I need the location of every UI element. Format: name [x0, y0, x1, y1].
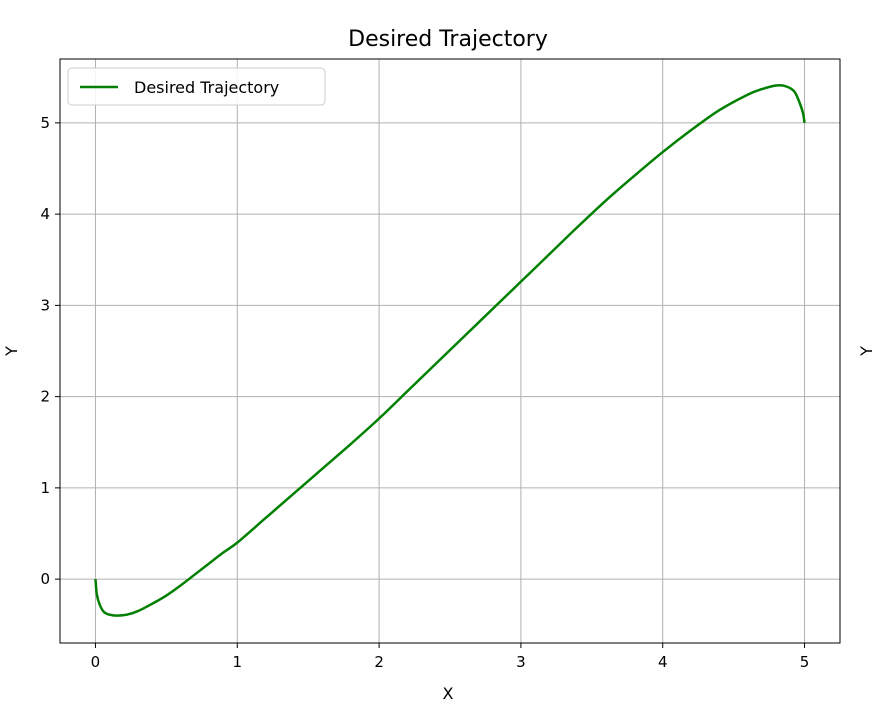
y-tick-label: 0 — [40, 570, 50, 588]
x-tick-label: 4 — [658, 653, 668, 671]
x-tick-label: 1 — [232, 653, 242, 671]
x-tick-label: 0 — [91, 653, 101, 671]
y-tick-label: 3 — [40, 296, 50, 314]
legend-label: Desired Trajectory — [134, 78, 279, 97]
x-axis-label: X — [443, 684, 454, 703]
y-axis-label-right: Y — [857, 346, 873, 357]
y-axis-label: Y — [2, 346, 21, 357]
plot-area-frame — [59, 58, 841, 644]
plot-series — [94, 84, 806, 617]
y-tick-label: 5 — [40, 114, 50, 132]
x-tick-label: 2 — [374, 653, 384, 671]
y-tick-label: 1 — [40, 479, 50, 497]
series-line-desired-trajectory — [94, 84, 806, 617]
x-tick-label: 3 — [516, 653, 526, 671]
y-tick-label: 4 — [40, 205, 50, 223]
chart-title: Desired Trajectory — [348, 27, 548, 52]
axis-ticks: 0 1 2 3 4 5 0 1 2 3 4 5 — [40, 114, 809, 671]
legend: Desired Trajectory — [67, 67, 326, 106]
legend-box — [67, 67, 326, 106]
y-tick-label: 2 — [40, 388, 50, 406]
x-tick-label: 5 — [800, 653, 810, 671]
